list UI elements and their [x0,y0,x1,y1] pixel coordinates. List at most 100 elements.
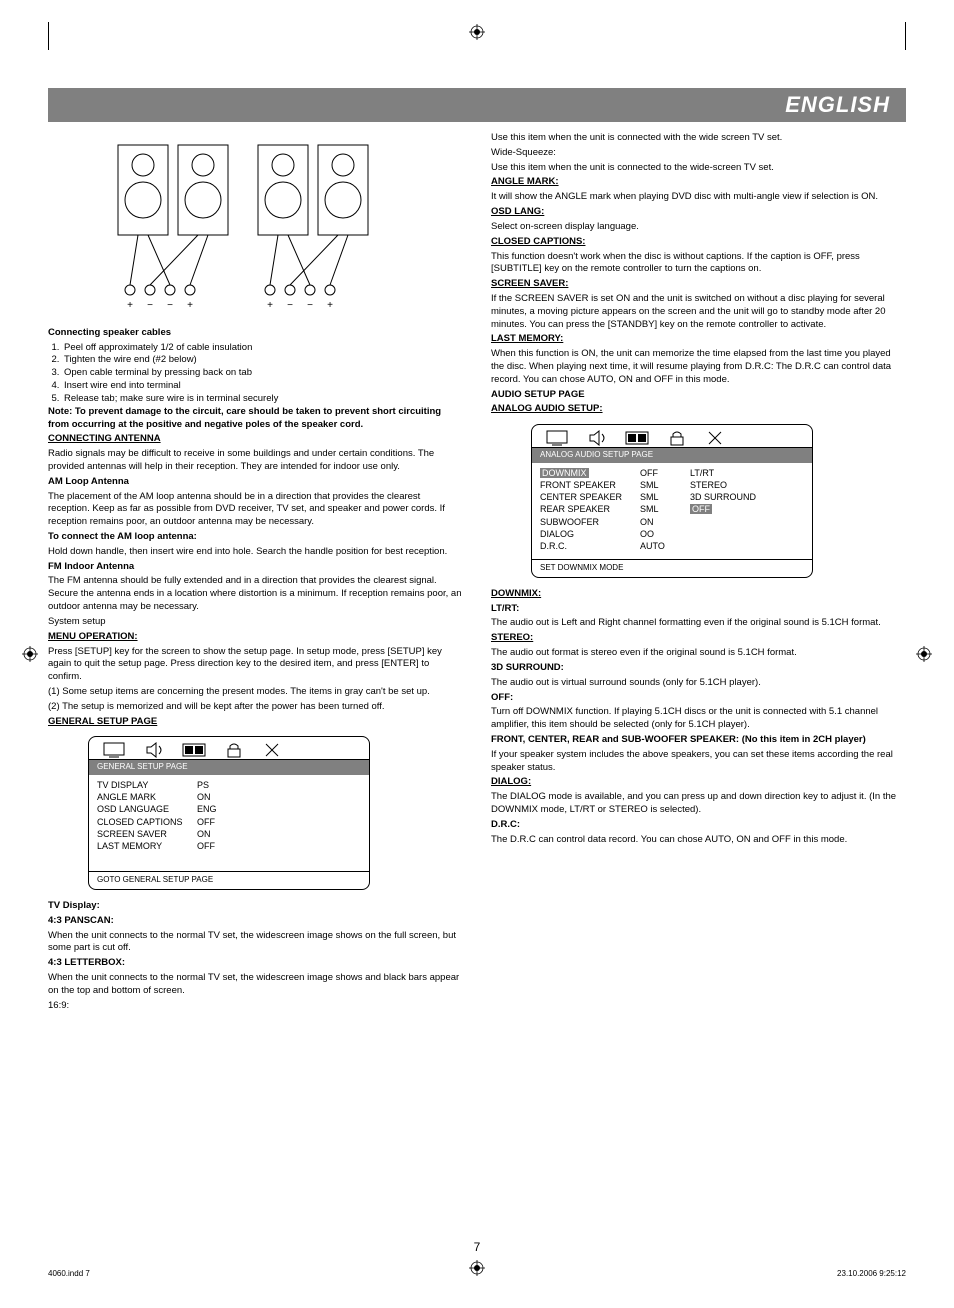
heading: 3D SURROUND: [491,662,906,675]
registration-mark-icon [22,646,38,662]
heading: To connect the AM loop antenna: [48,531,463,544]
footer-timestamp: 23.10.2006 9:25:12 [837,1269,906,1278]
speaker-steps-list: Peel off approximately 1/2 of cable insu… [62,342,463,406]
list-item: Peel off approximately 1/2 of cable insu… [62,342,463,355]
body-text: System setup [48,616,463,629]
speaker-wiring-diagram: +−−+ +−−+ [108,140,378,315]
body-text: The DIALOG mode is available, and you ca… [491,791,906,817]
body-text: It will show the ANGLE mark when playing… [491,191,906,204]
heading: AM Loop Antenna [48,476,463,489]
osd-row: DOWNMIXOFFLT/RT [540,467,804,479]
heading: 4:3 LETTERBOX: [48,957,463,970]
heading: GENERAL SETUP PAGE [48,716,157,729]
osd-tab-row [89,737,369,760]
svg-text:−: − [167,300,173,310]
osd-row: TV DISPLAYPS [97,779,361,791]
osd-title: GENERAL SETUP PAGE [89,760,369,775]
registration-mark-icon [469,1260,485,1276]
svg-text:−: − [307,300,313,310]
heading: DIALOG: [491,776,531,789]
lock-icon [221,741,247,759]
heading: TV Display: [48,900,463,913]
osd-general-setup: GENERAL SETUP PAGE TV DISPLAYPS ANGLE MA… [88,736,370,890]
body-text: Select on-screen display language. [491,221,906,234]
body-text: Hold down handle, then insert wire end i… [48,546,463,559]
body-text: The D.R.C can control data record. You c… [491,834,906,847]
language-title: ENGLISH [785,92,890,118]
heading: STEREO: [491,632,533,645]
body-text: Radio signals may be difficult to receiv… [48,448,463,474]
right-column: Use this item when the unit is connected… [491,132,906,1014]
svg-text:−: − [287,300,293,310]
heading: OSD LANG: [491,206,544,219]
body-text: The FM antenna should be fully extended … [48,575,463,613]
body-text: The placement of the AM loop antenna sho… [48,491,463,529]
body-text: The audio out format is stereo even if t… [491,647,906,660]
osd-row: CENTER SPEAKERSML3D SURROUND [540,491,804,503]
body-text: When this function is ON, the unit can m… [491,348,906,386]
heading: DOWNMIX: [491,588,541,601]
osd-row: REAR SPEAKERSMLOFF [540,503,804,515]
body-text: Press [SETUP] key for the screen to show… [48,646,463,684]
dolby-icon [624,429,650,447]
left-column: +−−+ +−−+ Connecting speaker cables Peel… [48,132,463,1014]
heading: LT/RT: [491,603,906,616]
tools-icon [261,741,287,759]
content-columns: +−−+ +−−+ Connecting speaker cables Peel… [48,132,906,1014]
osd-audio-setup: ANALOG AUDIO SETUP PAGE DOWNMIXOFFLT/RT … [531,424,813,578]
lock-icon [664,429,690,447]
osd-body: TV DISPLAYPS ANGLE MARKON OSD LANGUAGEEN… [89,775,369,871]
registration-mark-icon [916,646,932,662]
body-text: Use this item when the unit is connected… [491,162,906,175]
footer-filename: 4060.indd 7 [48,1269,90,1278]
heading: SCREEN SAVER: [491,278,568,291]
heading: FM Indoor Antenna [48,561,463,574]
heading: Connecting speaker cables [48,327,463,340]
tv-icon [544,429,570,447]
heading: CLOSED CAPTIONS: [491,236,585,249]
osd-footer: GOTO GENERAL SETUP PAGE [89,871,369,889]
body-text: If the SCREEN SAVER is set ON and the un… [491,293,906,331]
heading: FRONT, CENTER, REAR and SUB-WOOFER SPEAK… [491,734,906,747]
note-text: Note: To prevent damage to the circuit, … [48,406,463,432]
svg-text:+: + [327,300,333,310]
body-text: The audio out is virtual surround sounds… [491,677,906,690]
body-text: (2) The setup is memorized and will be k… [48,701,463,714]
osd-body: DOWNMIXOFFLT/RT FRONT SPEAKERSMLSTEREO C… [532,463,812,559]
body-text: When the unit connects to the normal TV … [48,930,463,956]
osd-row: LAST MEMORYOFF [97,840,361,852]
svg-text:+: + [267,300,273,310]
heading: OFF: [491,692,906,705]
osd-title: ANALOG AUDIO SETUP PAGE [532,448,812,463]
body-text: Use this item when the unit is connected… [491,132,906,145]
svg-text:+: + [187,300,193,310]
list-item: Open cable terminal by pressing back on … [62,367,463,380]
heading: MENU OPERATION: [48,631,138,644]
svg-text:+: + [127,300,133,310]
list-item: Insert wire end into terminal [62,380,463,393]
body-text: When the unit connects to the normal TV … [48,972,463,998]
body-text: 16:9: [48,1000,463,1013]
tools-icon [704,429,730,447]
heading: 4:3 PANSCAN: [48,915,463,928]
osd-row: SCREEN SAVERON [97,828,361,840]
osd-row: CLOSED CAPTIONSOFF [97,816,361,828]
tv-icon [101,741,127,759]
dolby-icon [181,741,207,759]
list-item: Tighten the wire end (#2 below) [62,354,463,367]
language-header: ENGLISH [48,88,906,122]
osd-row: FRONT SPEAKERSMLSTEREO [540,479,804,491]
heading: D.R.C: [491,819,906,832]
body-text: This function doesn't work when the disc… [491,251,906,277]
body-text: Wide-Squeeze: [491,147,906,160]
osd-row: OSD LANGUAGEENG [97,803,361,815]
body-text: If your speaker system includes the abov… [491,749,906,775]
registration-mark-icon [469,24,485,40]
speaker-icon [584,429,610,447]
page: ENGLISH [0,0,954,1308]
heading: ANALOG AUDIO SETUP: [491,403,603,416]
heading: LAST MEMORY: [491,333,563,346]
heading: AUDIO SETUP PAGE [491,389,906,402]
osd-row: SUBWOOFERON [540,516,804,528]
osd-row: D.R.C.AUTO [540,540,804,552]
